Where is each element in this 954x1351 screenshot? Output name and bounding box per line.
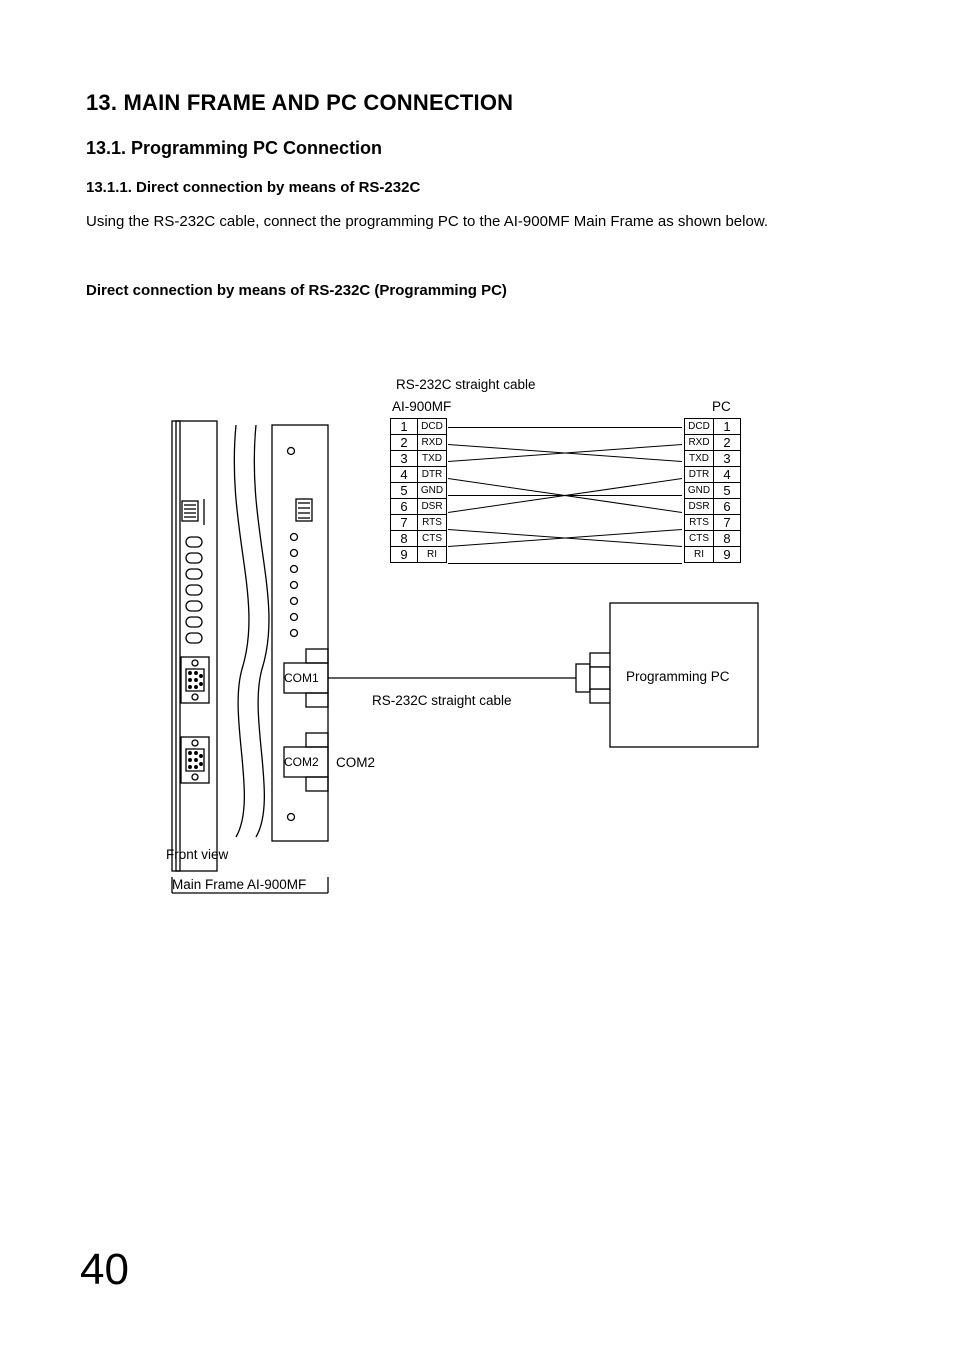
device-illustration	[86, 369, 866, 929]
body-paragraph-1: Using the RS-232C cable, connect the pro…	[86, 212, 868, 232]
heading-1: 13. MAIN FRAME AND PC CONNECTION	[86, 90, 868, 116]
com2-outer-label: COM2	[336, 755, 375, 770]
break-lines	[234, 425, 269, 837]
pc-label: Programming PC	[626, 669, 730, 684]
cable-mid-label: RS-232C straight cable	[372, 693, 512, 708]
front-view-label: Front view	[166, 847, 228, 862]
module-closeup	[272, 425, 328, 841]
body-paragraph-2: Direct connection by means of RS-232C (P…	[86, 282, 868, 299]
com1-label: COM1	[284, 671, 319, 685]
main-frame-label: Main Frame AI-900MF	[172, 877, 306, 892]
heading-2: 13.1. Programming PC Connection	[86, 138, 868, 159]
page-number: 40	[80, 1245, 129, 1295]
connection-diagram: RS-232C straight cable AI-900MF PC 1DCD2…	[86, 369, 866, 929]
heading-3: 13.1.1. Direct connection by means of RS…	[86, 179, 868, 196]
com2-label: COM2	[284, 755, 319, 769]
